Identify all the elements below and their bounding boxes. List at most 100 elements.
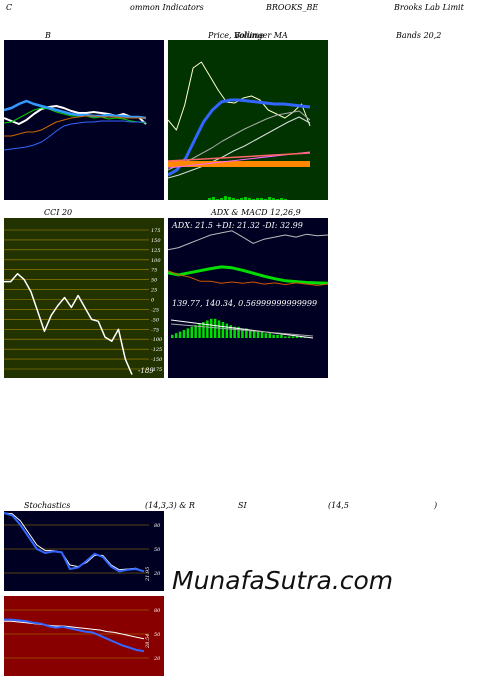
ma-light-line [168, 116, 311, 179]
stoch-tick-label: 50 [154, 547, 161, 553]
cci-tick-label: -50 [151, 317, 160, 323]
rsi-tick-label: 80 [154, 608, 161, 614]
bb-price-line [4, 105, 147, 125]
cci-line [4, 272, 133, 375]
macd-hist-bar [249, 330, 252, 338]
watermark: MunafaSutra.com [172, 566, 394, 595]
macd-hist-bar [174, 333, 178, 338]
header-common-indicators: ommon Indicators [130, 3, 204, 12]
ma-red-line [168, 152, 311, 162]
volume-bar [284, 199, 287, 200]
macd-hist-bar [276, 334, 279, 338]
adx-chart [168, 230, 328, 286]
bollinger-ma-title: Bollinger MA [234, 31, 288, 40]
volume-bar [220, 198, 223, 200]
macd-hist-bar [171, 334, 174, 338]
macd-hist-bar [206, 320, 209, 338]
stoch-tick-label: 20 [153, 571, 161, 577]
cci-tick-label: 75 [151, 268, 157, 274]
cci-panel: 175 150 125 100 75 50 25 0 -25 -50 -75 -100 -125 -150… [4, 218, 164, 378]
adx-line [168, 265, 328, 285]
signal-line [170, 323, 314, 337]
volume-bar [272, 198, 275, 200]
cci-tick-label: -175 [151, 367, 162, 373]
volume-bar [268, 197, 271, 200]
macd-hist-bar [256, 331, 260, 338]
volume-bar [216, 199, 219, 200]
price-ma-panel [168, 40, 328, 200]
stoch-value-label: 21.95 [145, 567, 151, 582]
minus-di-line [168, 230, 328, 251]
macd-hist-bar [221, 322, 225, 338]
macd-hist-bar [241, 328, 244, 338]
macd-hist-bar [198, 323, 201, 338]
macd-hist-bar [303, 337, 307, 338]
macd-hist-bar [264, 333, 268, 338]
cci-chart: 175 150 125 100 75 50 25 0 -25 -50 -75 -100 -125 -150… [4, 228, 163, 375]
macd-hist-bar [178, 331, 182, 338]
macd-hist-bar [190, 326, 193, 338]
volume-bar [252, 199, 255, 200]
cci-tick-label: 50 [151, 278, 158, 284]
macd-hist-bar [225, 323, 229, 338]
adx-panel [168, 218, 328, 298]
macd-hist-bar [245, 328, 248, 338]
cci-tick-label: 0 [151, 298, 155, 304]
adx-macd-title: ADX & MACD 12,26,9 [211, 208, 301, 217]
macd-hist-bar [182, 330, 186, 338]
macd-line [170, 319, 314, 339]
stoch-d-line [4, 512, 145, 572]
rsi-params: (14,5 [328, 501, 349, 510]
ma-blue-line [168, 98, 311, 177]
macd-hist-bar [194, 325, 197, 338]
cci-tick-label: 150 [151, 238, 161, 244]
macd-panel [168, 298, 328, 378]
macd-hist-bar [288, 336, 291, 338]
cci-title: CCI 20 [44, 208, 73, 217]
volume-bar [280, 198, 283, 200]
header-company: Brooks Lab Limit [394, 3, 464, 12]
plus-di-line [168, 270, 328, 286]
header-symbol: BROOKS_BE [266, 3, 319, 12]
macd-hist-bar [202, 322, 205, 338]
cci-value-label: -189 [138, 367, 154, 375]
stoch-k-line [4, 512, 145, 573]
volume-bar [248, 198, 251, 200]
bb-upper-line [4, 107, 147, 124]
volume-bar [276, 199, 279, 200]
ma-band-orange [168, 161, 310, 167]
macd-hist-bar [252, 330, 256, 338]
bollinger-panel [4, 40, 164, 200]
macd-hist-bar [260, 331, 264, 338]
rsi-panel: 80 50 20 28.54 [4, 596, 164, 676]
rsi-ma-line [4, 620, 145, 640]
macd-hist-bar [186, 328, 190, 338]
cci-tick-label: -125 [151, 347, 162, 353]
volume-bar [236, 199, 239, 200]
cci-tick-label: -150 [151, 357, 163, 363]
cci-tick-label: 175 [151, 228, 161, 234]
bands-title-b: B [45, 31, 51, 40]
macd-chart [170, 318, 314, 339]
macd-hist-bar [272, 334, 275, 338]
rsi-chart: 80 50 20 28.54 [4, 608, 161, 662]
macd-hist-bar [295, 336, 299, 338]
volume-bar [240, 198, 243, 200]
volume-bar [256, 198, 259, 200]
rsi-tick-label: 20 [153, 656, 161, 662]
macd-hist-bar [291, 336, 295, 338]
cci-tick-label: -25 [151, 307, 159, 313]
price-line [168, 61, 311, 131]
header-c: C [6, 3, 13, 12]
price-volume-title: Price, Volume [208, 31, 264, 40]
macd-hist-bar [213, 318, 217, 338]
rsi-tick-label: 50 [154, 632, 161, 638]
bb-lower2-line [4, 120, 146, 151]
macd-hist-bar [233, 326, 236, 338]
cci-tick-label: 25 [150, 288, 157, 294]
macd-hist-bar [237, 326, 240, 338]
stoch-title: Stochastics [24, 501, 71, 510]
cci-tick-label: -75 [151, 327, 159, 333]
rsi-title: SI [238, 501, 247, 510]
